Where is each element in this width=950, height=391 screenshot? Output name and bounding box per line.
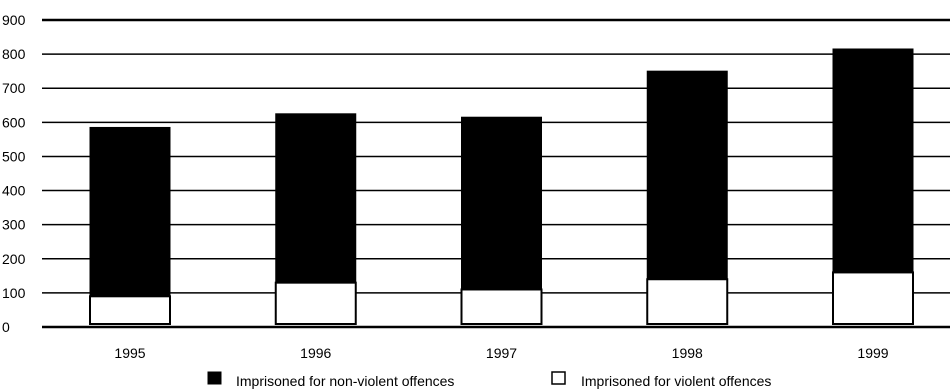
bar-non-violent-1995 [89,126,171,297]
y-tick-label: 600 [2,114,26,130]
y-tick-label: 100 [2,285,26,301]
y-tick-label: 800 [2,46,26,62]
x-tick-label: 1996 [300,345,331,361]
x-tick-label: 1995 [114,345,145,361]
bar-violent-1996 [274,281,357,325]
bar-violent-1998 [646,278,729,325]
legend-swatch-violent [551,371,566,385]
y-tick-label: 300 [2,217,26,233]
y-axis-ticks: 0 100 200 300 400 500 600 700 800 900 [2,12,26,335]
y-tick-label: 0 [2,319,10,335]
y-tick-label: 500 [2,148,26,164]
legend-item-non-violent: Imprisoned for non-violent offences [207,371,454,389]
bar-violent-1997 [460,288,543,326]
legend-label-non-violent: Imprisoned for non-violent offences [236,373,454,389]
legend: Imprisoned for non-violent offences Impr… [207,371,771,389]
bar-non-violent-1999 [832,48,914,273]
y-tick-label: 400 [2,183,26,199]
bar-non-violent-1996 [275,113,357,284]
x-tick-label: 1999 [857,345,888,361]
legend-swatch-non-violent [207,371,222,385]
bars [89,48,914,326]
y-tick-label: 700 [2,80,26,96]
bar-non-violent-1998 [646,70,728,280]
bar-non-violent-1997 [461,116,542,290]
x-axis-ticks: 1995 1996 1997 1998 1999 [114,345,888,361]
x-tick-label: 1998 [672,345,703,361]
legend-item-violent: Imprisoned for violent offences [551,371,771,389]
y-tick-label: 900 [2,12,26,28]
bar-violent-1995 [89,295,171,325]
y-tick-label: 200 [2,251,26,267]
bar-violent-1999 [832,271,914,325]
x-tick-label: 1997 [486,345,517,361]
legend-label-violent: Imprisoned for violent offences [581,373,771,389]
